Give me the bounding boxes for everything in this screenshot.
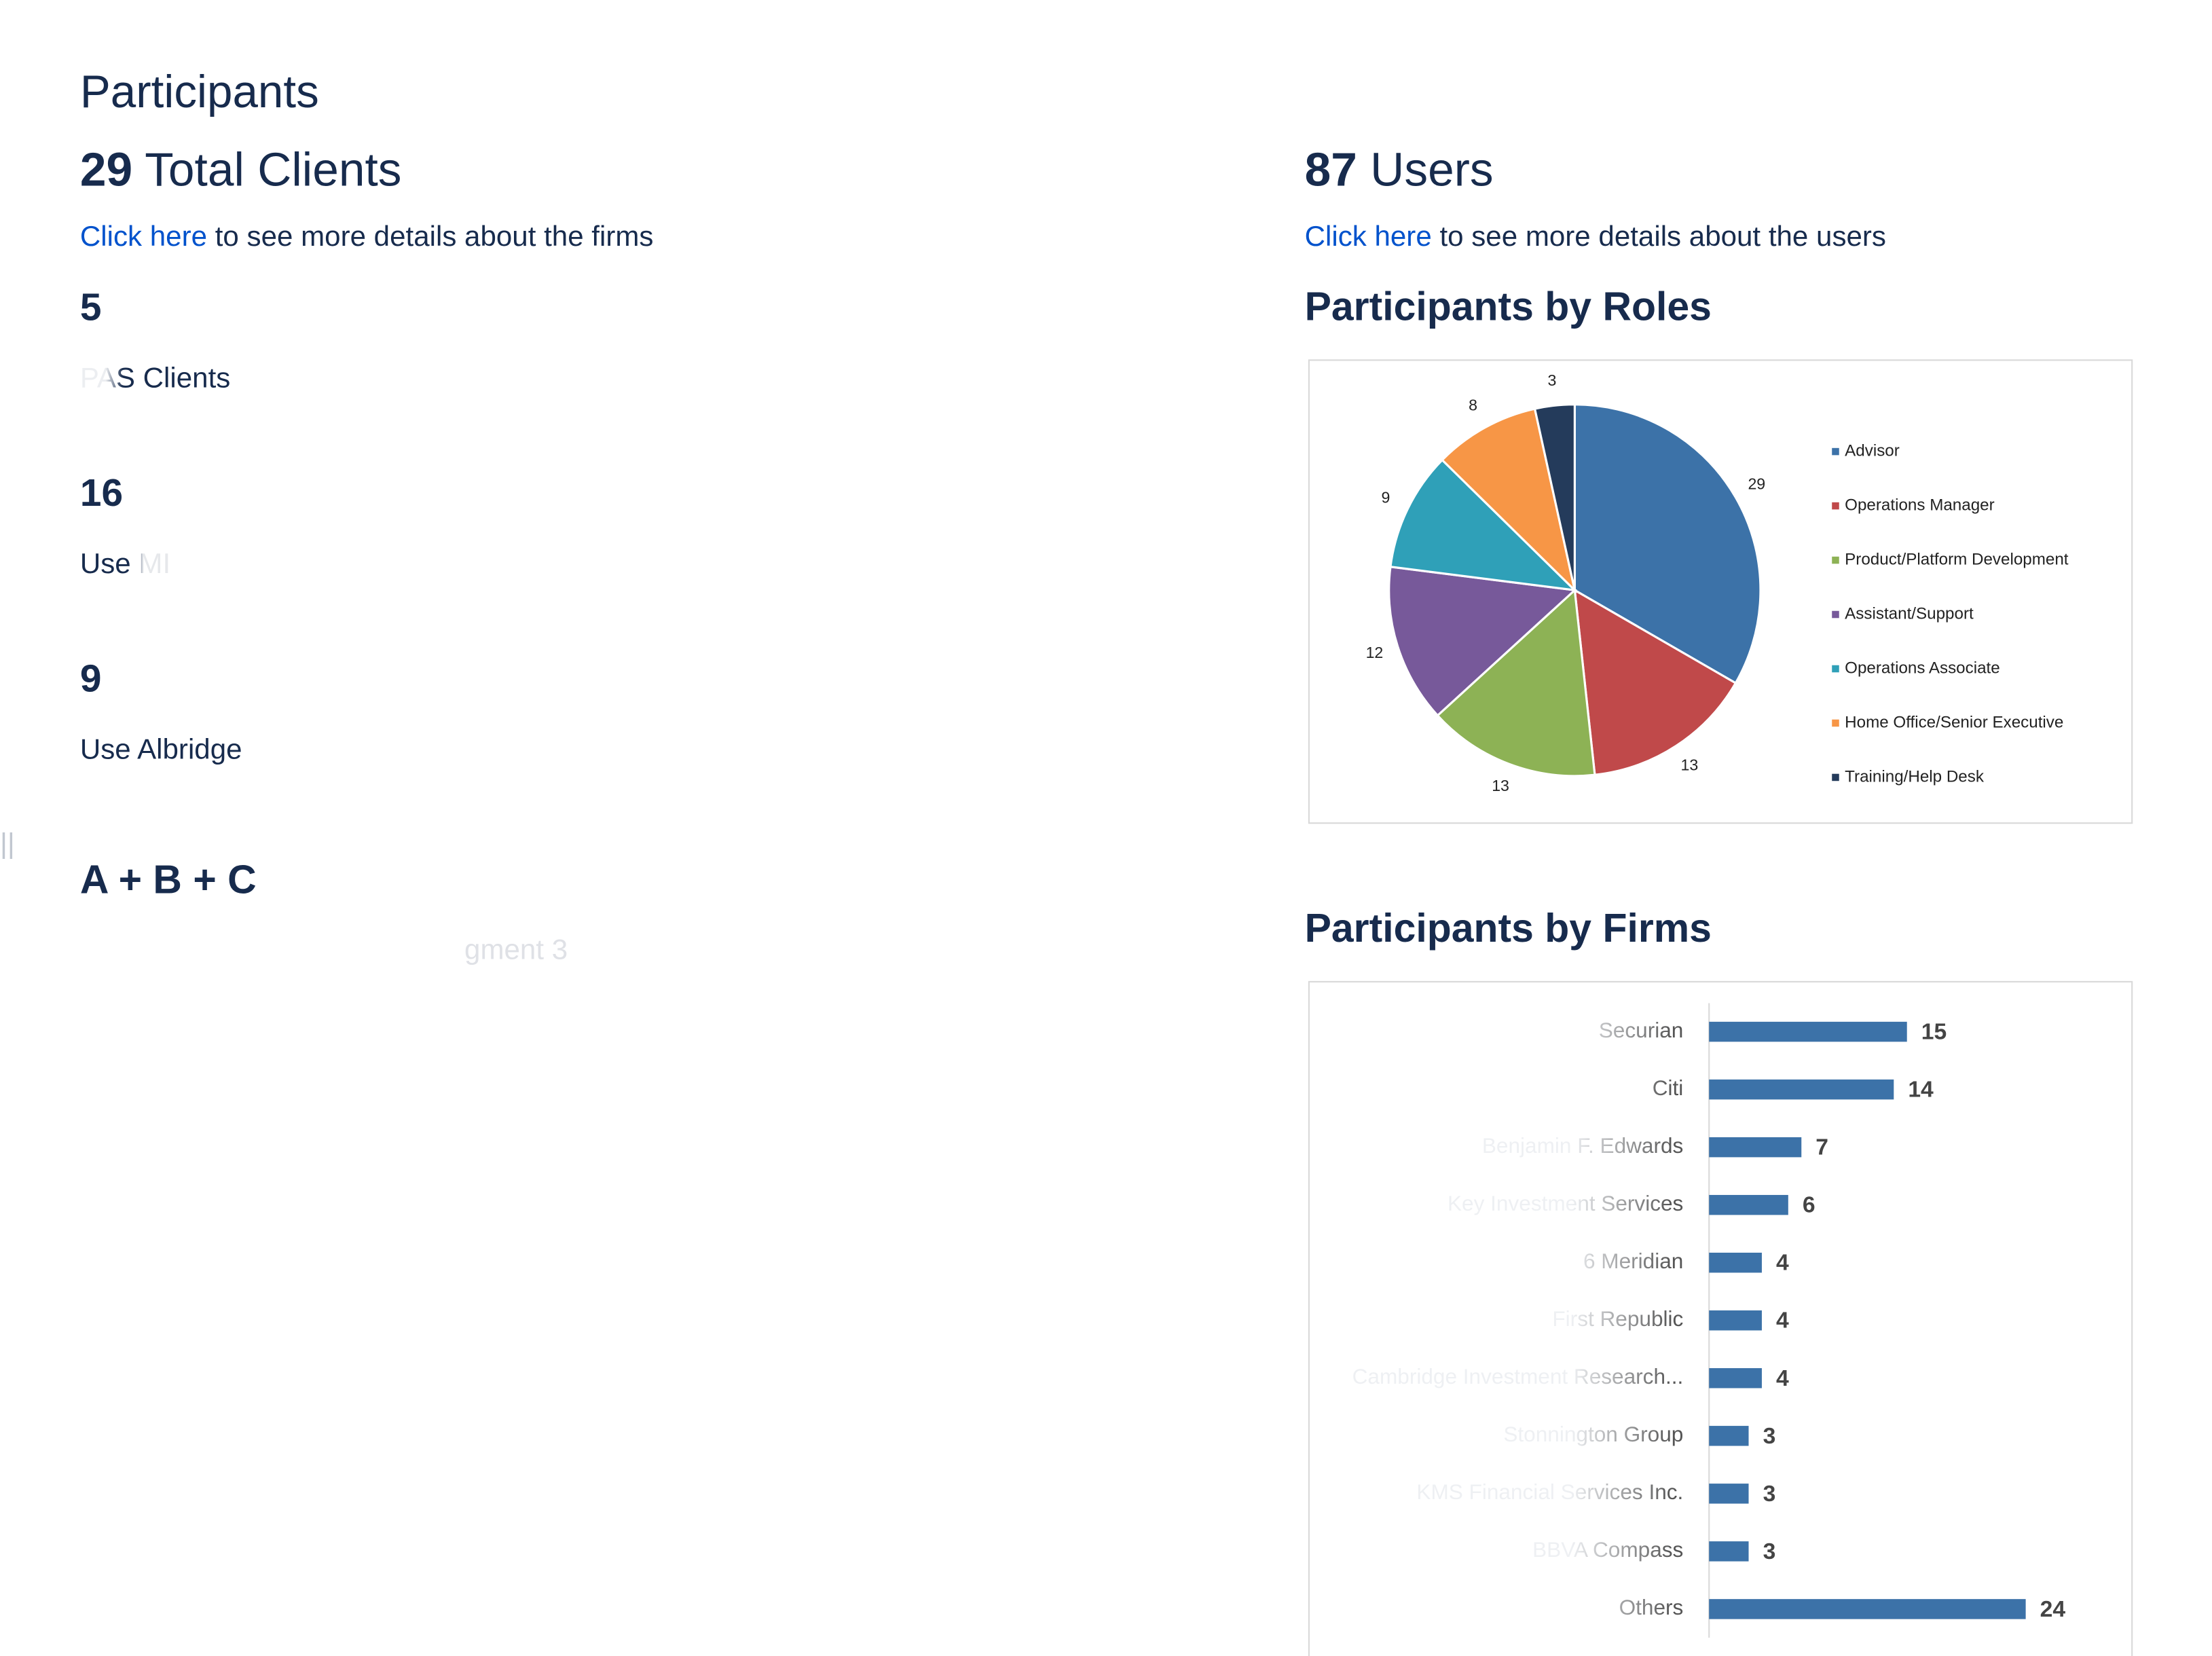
bar: [1709, 1368, 1762, 1388]
bar: [1709, 1426, 1749, 1446]
data-label: 15: [1921, 1020, 1947, 1045]
pie-slice: [1533, 403, 1576, 591]
users-link[interactable]: Click here: [1304, 221, 1432, 253]
stat-label: PAS Clients: [80, 363, 230, 396]
pie-slice: [1573, 588, 1737, 776]
bar: [1709, 1541, 1749, 1562]
stat-value: 16: [79, 471, 124, 515]
data-label: 3: [1547, 371, 1556, 389]
stat-value: 9: [79, 657, 102, 701]
category-label: Cambridge Investment Research...: [1352, 1364, 1684, 1388]
pie-slice: [1388, 565, 1577, 718]
bar: [1709, 1599, 2026, 1619]
data-label: 3: [1763, 1539, 1776, 1564]
legend-swatch: [1832, 447, 1839, 456]
legend-swatch: [1832, 665, 1839, 673]
legend-label: Operations Manager: [1845, 496, 1995, 514]
users-label: Users: [1370, 143, 1494, 196]
category-label: Benjamin F. Edwards: [1482, 1133, 1683, 1158]
legend-swatch: [1832, 610, 1839, 619]
data-label: 13: [1680, 756, 1698, 774]
bar: [1709, 1137, 1802, 1158]
legend-label: Assistant/Support: [1845, 604, 1974, 623]
bar: [1709, 1252, 1762, 1273]
users-link-text: to see more details about the users: [1439, 221, 1886, 253]
category-label: Securian: [1599, 1018, 1684, 1042]
users-heading: 87 Users: [1305, 143, 1494, 197]
legend-label: Product/Platform Development: [1845, 550, 2069, 568]
legend-label: Training/Help Desk: [1845, 767, 1985, 786]
clients-count: 29: [79, 143, 133, 196]
category-label: KMS Financial Services Inc.: [1416, 1479, 1683, 1504]
legend-label: Home Office/Senior Executive: [1845, 713, 2063, 731]
clients-heading: 29 Total Clients: [80, 143, 402, 197]
formula: A + B + C: [79, 857, 257, 902]
data-label: 8: [1469, 397, 1477, 414]
clients-link-text: to see more details about the firms: [215, 221, 654, 253]
data-label: 29: [1748, 475, 1765, 493]
bar: [1709, 1021, 1907, 1042]
category-label: Stonnington Group: [1503, 1422, 1683, 1446]
data-label: 9: [1382, 488, 1390, 506]
legend-swatch: [1832, 556, 1839, 564]
data-label: 24: [2040, 1597, 2066, 1622]
category-label: Key Investment Services: [1448, 1191, 1683, 1215]
chart-title: Participants by Firms: [1304, 906, 1712, 951]
data-label: 4: [1776, 1366, 1789, 1391]
clients-link-line: Click here to see more details about the…: [80, 221, 654, 254]
users-link-line: Click here to see more details about the…: [1305, 221, 1886, 254]
category-label: 6 Meridian: [1583, 1249, 1683, 1273]
clients-label: Total Clients: [145, 143, 402, 196]
bar: [1709, 1194, 1788, 1215]
users-count: 87: [1304, 143, 1357, 196]
category-label: Others: [1619, 1595, 1684, 1619]
stat-label: Use MI: [80, 549, 170, 581]
category-label: Citi: [1653, 1075, 1684, 1100]
legend-label: Operations Associate: [1845, 659, 2000, 677]
pie-slice: [1573, 403, 1762, 685]
pie-slice: [1436, 587, 1596, 777]
legend-label: Advisor: [1845, 441, 1900, 460]
stat-value: 5: [79, 285, 102, 329]
bar: [1709, 1484, 1749, 1504]
data-label: 4: [1776, 1308, 1789, 1333]
data-label: 14: [1908, 1078, 1934, 1103]
formula-note: gment 3: [464, 934, 568, 966]
side-marker: ||: [0, 828, 15, 861]
stat-label: Use Albridge: [79, 734, 242, 767]
data-label: 12: [1366, 644, 1384, 661]
category-label: First Republic: [1552, 1306, 1683, 1331]
category-label: BBVA Compass: [1532, 1537, 1683, 1562]
data-label: 13: [1492, 777, 1509, 794]
pie-slice: [1440, 407, 1577, 594]
legend-swatch: [1832, 773, 1839, 781]
page-title: Participants: [79, 65, 319, 117]
pie-slice: [1389, 458, 1578, 592]
bar: [1709, 1079, 1894, 1100]
legend-swatch: [1832, 719, 1839, 727]
legend-swatch: [1832, 502, 1839, 510]
clients-link[interactable]: Click here: [79, 221, 208, 253]
data-label: 4: [1776, 1251, 1789, 1276]
chart-title: Participants by Roles: [1304, 284, 1712, 329]
bar: [1709, 1310, 1762, 1331]
data-label: 3: [1763, 1424, 1776, 1449]
data-label: 7: [1815, 1135, 1828, 1160]
data-label: 3: [1763, 1482, 1776, 1507]
data-label: 6: [1803, 1193, 1815, 1218]
